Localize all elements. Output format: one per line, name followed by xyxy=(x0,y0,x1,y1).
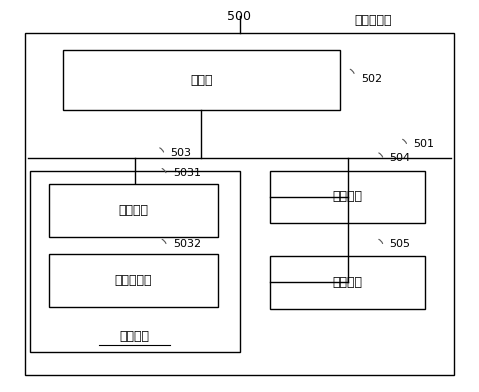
Text: 操作系统: 操作系统 xyxy=(118,204,148,217)
Text: 内存储器: 内存储器 xyxy=(333,191,363,203)
Text: 网络接口: 网络接口 xyxy=(333,276,363,289)
Text: 计算机程序: 计算机程序 xyxy=(115,274,152,287)
Text: 5031: 5031 xyxy=(173,169,201,178)
Text: 503: 503 xyxy=(171,148,192,158)
FancyBboxPatch shape xyxy=(49,184,218,237)
Text: 处理器: 处理器 xyxy=(190,74,213,87)
Text: 500: 500 xyxy=(228,10,251,23)
FancyBboxPatch shape xyxy=(30,171,240,352)
Text: 存储介质: 存储介质 xyxy=(120,330,150,343)
Text: 计算机设备: 计算机设备 xyxy=(354,14,392,27)
Text: 501: 501 xyxy=(413,139,434,149)
Text: 505: 505 xyxy=(389,240,411,249)
FancyBboxPatch shape xyxy=(271,171,425,223)
Text: 504: 504 xyxy=(389,153,411,163)
FancyBboxPatch shape xyxy=(25,33,454,375)
Text: 502: 502 xyxy=(361,74,382,84)
FancyBboxPatch shape xyxy=(271,256,425,309)
FancyBboxPatch shape xyxy=(49,254,218,307)
Text: 5032: 5032 xyxy=(173,240,201,249)
FancyBboxPatch shape xyxy=(63,50,340,111)
